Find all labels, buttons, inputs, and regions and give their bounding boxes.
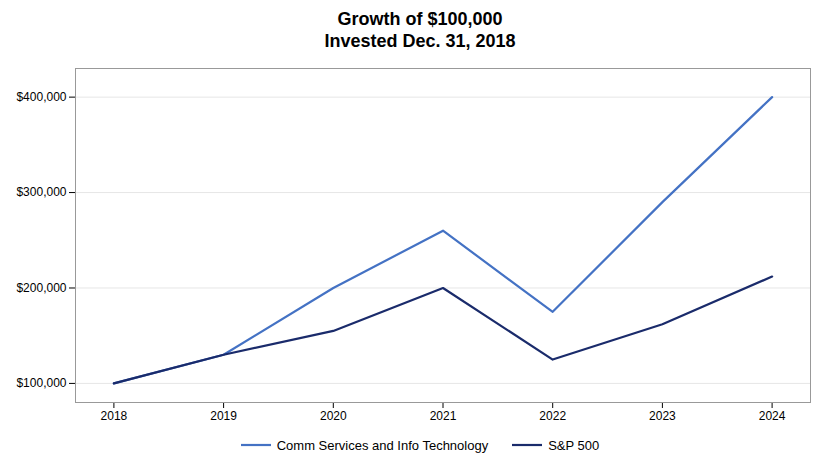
html-text:Growth of $100,000: Growth of $100,000 bbox=[337, 9, 503, 29]
svg-text:$300,000: $300,000 bbox=[16, 185, 66, 199]
svg-text:$100,000: $100,000 bbox=[16, 376, 66, 390]
svg-text:2018: 2018 bbox=[101, 409, 128, 423]
svg-text:$400,000: $400,000 bbox=[16, 90, 66, 104]
svg-text:2024: 2024 bbox=[759, 409, 786, 423]
html-text:Invested Dec. 31, 2018: Invested Dec. 31, 2018 bbox=[324, 31, 516, 51]
html-text:S&P 500: S&P 500 bbox=[548, 437, 600, 453]
svg-text:$200,000: $200,000 bbox=[16, 281, 66, 295]
svg-text:2021: 2021 bbox=[430, 409, 457, 423]
svg-text:2023: 2023 bbox=[649, 409, 676, 423]
svg-text:2020: 2020 bbox=[320, 409, 347, 423]
html-text:Comm Services and Info Technol: Comm Services and Info Technology bbox=[276, 437, 489, 453]
svg-text:2022: 2022 bbox=[539, 409, 566, 423]
svg-text:2019: 2019 bbox=[210, 409, 237, 423]
